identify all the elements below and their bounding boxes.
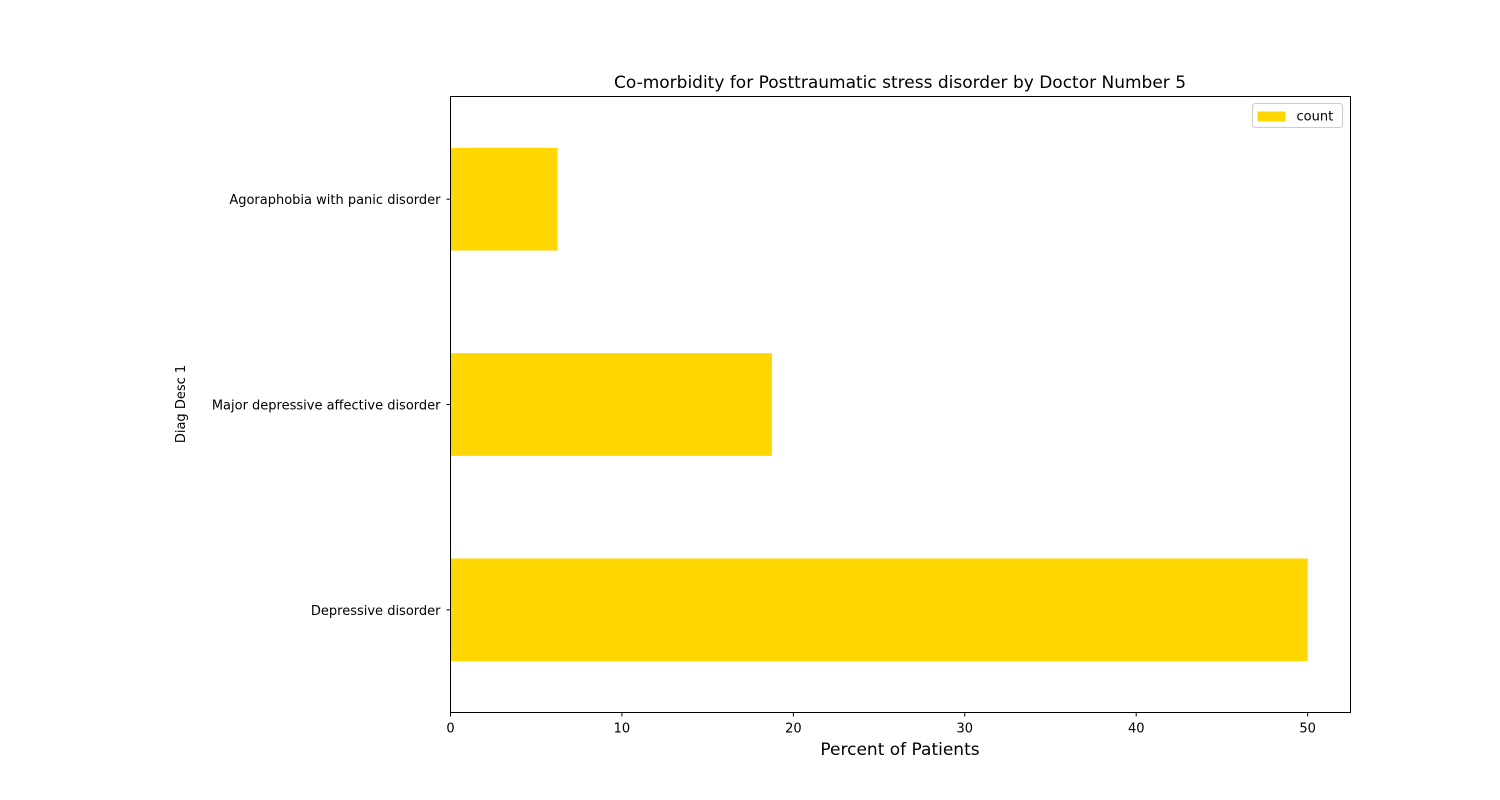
- bars-group: [450, 147, 1308, 662]
- x-tick-label: 50: [1299, 722, 1316, 737]
- y-tick-label: Agoraphobia with panic disorder: [229, 193, 441, 208]
- x-tick-label: 40: [1128, 722, 1145, 737]
- chart-title: Co-morbidity for Posttraumatic stress di…: [614, 73, 1186, 93]
- legend-swatch: [1257, 111, 1286, 122]
- y-tick-label: Major depressive affective disorder: [212, 399, 441, 414]
- x-tick-label: 0: [446, 722, 454, 737]
- x-axis-label: Percent of Patients: [820, 740, 979, 760]
- y-axis-label: Diag Desc 1: [174, 365, 189, 443]
- bar-2: [450, 147, 558, 251]
- legend-label: count: [1297, 110, 1334, 125]
- x-tick-label: 30: [957, 722, 974, 737]
- bar-0: [450, 558, 1308, 662]
- plot-frame: [450, 96, 1351, 713]
- x-axis-ticks: 0 10 20 30 40 50: [446, 712, 1316, 737]
- y-tick-label: Depressive disorder: [311, 604, 441, 619]
- x-tick-label: 20: [785, 722, 802, 737]
- x-tick-label: 10: [614, 722, 631, 737]
- y-axis-ticks: Depressive disorder Major depressive affe…: [212, 193, 451, 619]
- legend: count: [1252, 103, 1343, 128]
- bar-1: [450, 353, 772, 456]
